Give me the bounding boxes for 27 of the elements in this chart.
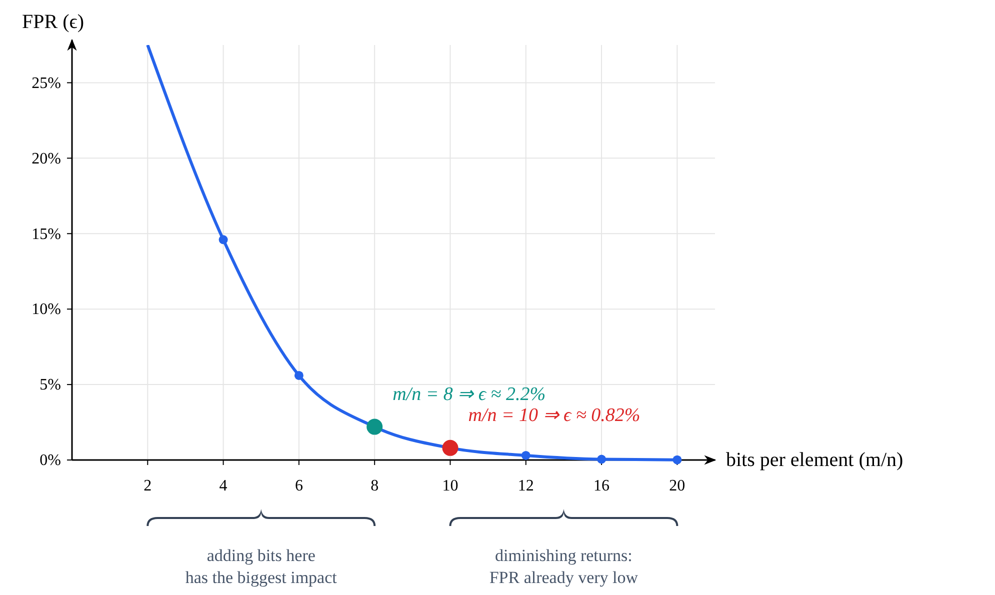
y-tick-label: 10% <box>32 301 61 318</box>
y-tick-label: 20% <box>32 150 61 168</box>
annotation: m/n = 10 ⇒ ϵ ≈ 0.82% <box>468 404 640 426</box>
point <box>521 450 530 460</box>
x-tick-label: 8 <box>370 477 379 494</box>
text: diminishing returns: FPR already very low <box>489 546 639 587</box>
x-tick-label: 6 <box>294 477 303 494</box>
x-tick-label: 20 <box>669 477 686 494</box>
annotation: m/n = 8 ⇒ ϵ ≈ 2.2% <box>392 384 546 405</box>
point <box>597 454 606 464</box>
x-tick-label: 2 <box>144 477 152 494</box>
y-tick-label: 0% <box>40 452 61 470</box>
y-tick-label: 5% <box>40 376 61 394</box>
point <box>294 371 304 380</box>
point <box>366 418 383 435</box>
y-axis-title: FPR (ϵ) <box>22 11 84 33</box>
point <box>442 440 458 456</box>
x-tick-label: 4 <box>219 477 228 494</box>
point <box>672 455 682 464</box>
x-axis-title: bits per element (m/n) <box>726 449 904 471</box>
x-tick-label: 12 <box>518 477 534 494</box>
y-tick-label: 15% <box>32 226 61 243</box>
x-tick-label: 10 <box>442 477 458 494</box>
text: adding bits here has the biggest impact <box>185 546 338 587</box>
x-tick-label: 16 <box>594 477 610 494</box>
point <box>218 235 228 244</box>
y-tick-label: 25% <box>32 74 61 92</box>
